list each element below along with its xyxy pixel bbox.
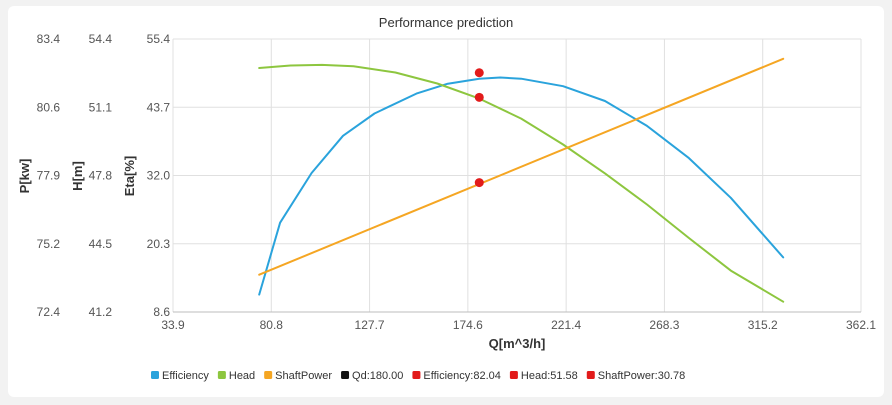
tick-labels: 33.9 80.8 127.7 174.6 221.4 268.3 315.2 362.1 83… xyxy=(37,32,877,332)
legend: Efficiency Head ShaftPower Qd:180.00 Efficie… xyxy=(151,370,685,382)
legend-label: Efficiency xyxy=(162,370,209,382)
legend-swatch xyxy=(264,371,273,379)
legend-label: Head xyxy=(229,370,255,382)
legend-swatch xyxy=(217,371,226,379)
x-axis-title: Q[m^3/h] xyxy=(489,336,546,351)
x-tick-label: 362.1 xyxy=(846,318,876,332)
y-tick-label: 41.2 xyxy=(89,305,113,319)
y-axis-title: H[m] xyxy=(70,161,85,191)
series-line-head xyxy=(258,63,785,303)
y-tick-label: 54.4 xyxy=(89,32,113,46)
y-tick-label: 51.1 xyxy=(89,100,113,114)
chart-card xyxy=(8,6,884,397)
legend-swatch xyxy=(412,371,421,379)
legend-label: Head:51.58 xyxy=(521,370,578,382)
chart-title: Performance prediction xyxy=(379,15,513,30)
x-tick-label: 174.6 xyxy=(453,318,483,332)
legend-swatch xyxy=(586,371,595,379)
y-tick-label: 72.4 xyxy=(37,305,61,319)
legend-swatch xyxy=(509,371,518,379)
x-tick-label: 221.4 xyxy=(551,318,581,332)
y-axis-title: P[kw] xyxy=(17,159,32,194)
series-line-efficiency xyxy=(258,76,785,296)
y-tick-label: 43.7 xyxy=(147,100,171,114)
design-point-markers xyxy=(474,68,484,188)
y-tick-label: 55.4 xyxy=(147,32,171,46)
y-tick-label: 32.0 xyxy=(147,169,171,183)
x-tick-label: 268.3 xyxy=(649,318,679,332)
y-tick-label: 83.4 xyxy=(37,32,61,46)
grid xyxy=(172,38,862,313)
y-tick-label: 77.9 xyxy=(37,169,61,183)
y-tick-label: 20.3 xyxy=(147,237,171,251)
y-tick-label: 80.6 xyxy=(37,100,61,114)
y-axis-title: Eta[%] xyxy=(122,156,137,196)
series-line-shaftpower xyxy=(258,57,785,276)
legend-label: Efficiency:82.04 xyxy=(423,370,500,382)
x-tick-label: 127.7 xyxy=(355,318,385,332)
legend-label: ShaftPower:30.78 xyxy=(598,370,685,382)
marker-head xyxy=(474,92,484,102)
marker-efficiency xyxy=(474,68,484,78)
x-tick-label: 33.9 xyxy=(161,318,185,332)
y-tick-label: 44.5 xyxy=(89,237,113,251)
legend-label: Qd:180.00 xyxy=(352,370,403,382)
legend-label: ShaftPower xyxy=(275,370,332,382)
x-tick-label: 315.2 xyxy=(748,318,778,332)
marker-shaftpower xyxy=(474,178,484,188)
x-tick-label: 80.8 xyxy=(260,318,284,332)
axis-titles: Eta[%] H[m] P[kw] Q[m^3/h] xyxy=(17,156,545,351)
legend-swatch xyxy=(151,371,159,379)
legend-swatch xyxy=(341,371,350,379)
series-lines xyxy=(258,57,785,303)
y-tick-label: 75.2 xyxy=(37,237,61,251)
y-tick-label: 8.6 xyxy=(153,305,170,319)
y-tick-label: 47.8 xyxy=(89,169,113,183)
